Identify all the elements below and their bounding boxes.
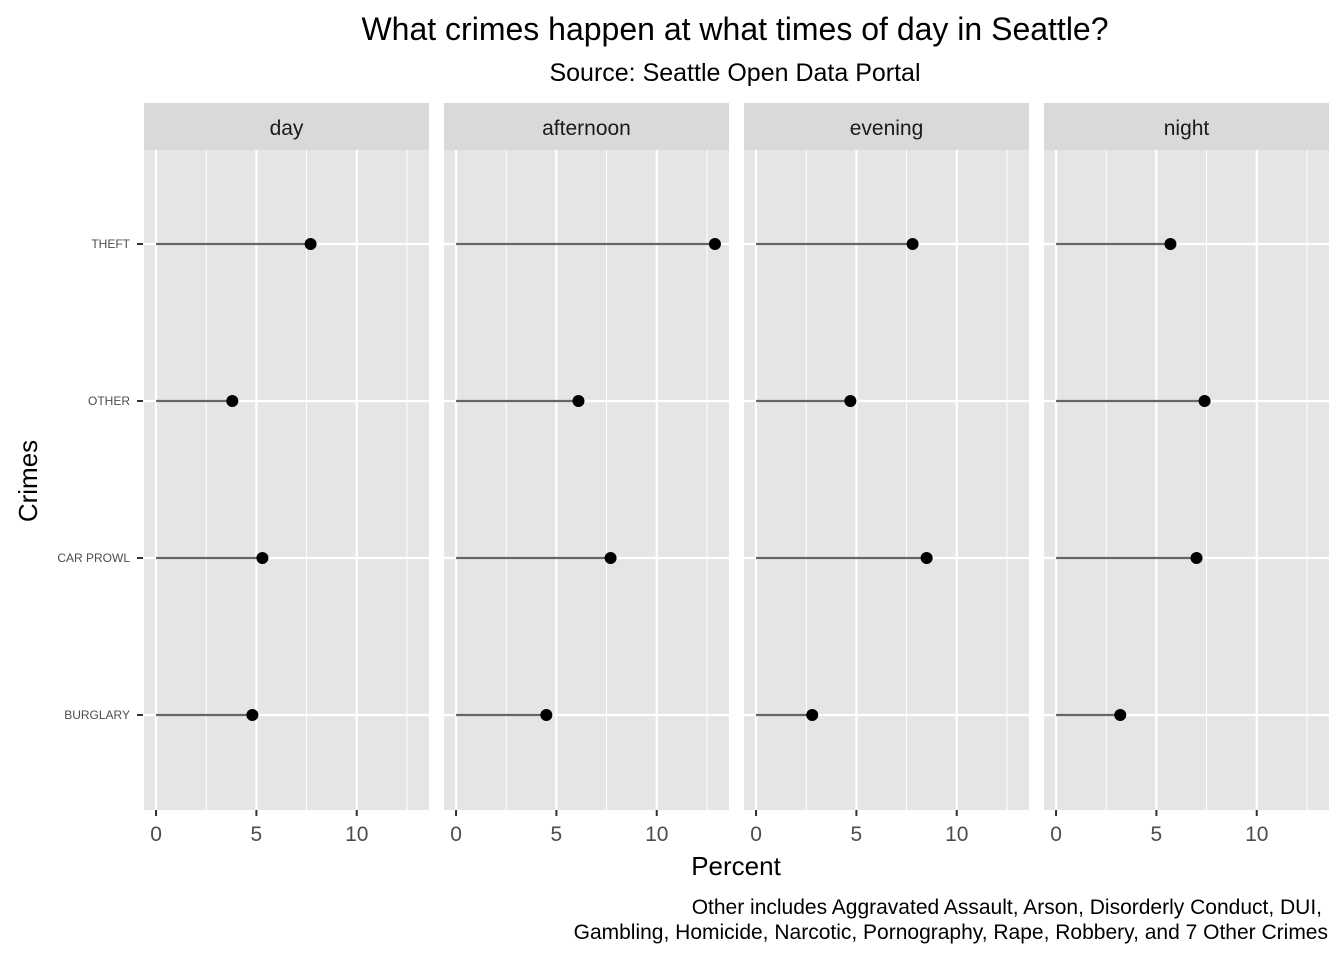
lollipop-point-day-car-prowl [256,552,269,564]
y-tick-label-car-prowl: CAR PROWL [57,551,130,565]
panel-background [744,150,1029,810]
x-tick-label: 10 [345,823,368,846]
facet-strip-label: afternoon [542,117,631,140]
chart-subtitle: Source: Seattle Open Data Portal [549,59,920,87]
lollipop-point-night-car-prowl [1190,552,1203,564]
lollipop-point-evening-other [844,395,857,407]
x-tick-label: 10 [1245,823,1268,846]
facet-strip [1044,103,1329,150]
lollipop-point-evening-burglary [806,709,819,721]
y-tick-label-other: OTHER [88,394,130,408]
facet-strip [144,103,429,150]
facet-strip [744,103,1029,150]
lollipop-point-evening-theft [906,238,919,250]
y-tick-label-burglary: BURGLARY [64,708,130,722]
x-tick-label: 0 [750,823,762,846]
lollipop-point-afternoon-other [572,395,585,407]
lollipop-point-day-burglary [246,709,259,721]
lollipop-point-afternoon-theft [708,238,721,250]
facet-panel-evening: evening 0 5 10 [744,103,1029,846]
lollipop-point-evening-car-prowl [920,552,933,564]
lollipop-point-afternoon-car-prowl [604,552,617,564]
x-tick-label: 0 [450,823,462,846]
x-tick-label: 0 [1050,823,1062,846]
facet-panel-afternoon: afternoon 0 5 10 [444,103,729,846]
y-tick-label-theft: THEFT [91,237,130,251]
caption-line-1: Other includes Aggravated Assault, Arson… [692,896,1322,919]
panel-background [144,150,429,810]
x-tick-label: 10 [945,823,968,846]
x-tick-label: 0 [150,823,162,846]
x-tick-label: 5 [251,823,263,846]
x-axis-title: Percent [691,851,781,881]
lollipop-point-day-other [226,395,239,407]
facet-panel-day: day 0 5 10 [144,103,429,846]
x-tick-label: 5 [851,823,863,846]
caption-line-2: Gambling, Homicide, Narcotic, Pornograph… [574,921,1328,944]
facet-strip-label: night [1164,117,1210,140]
facet-strip-label: day [270,117,304,140]
lollipop-point-day-theft [304,238,317,250]
chart-title: What crimes happen at what times of day … [361,11,1108,47]
x-tick-label: 5 [551,823,563,846]
lollipop-point-afternoon-burglary [540,709,553,721]
y-axis-title: Crimes [13,440,43,522]
x-tick-label: 10 [645,823,668,846]
panel-background [444,150,729,810]
facet-strip [444,103,729,150]
lollipop-point-night-theft [1164,238,1177,250]
x-tick-label: 5 [1151,823,1163,846]
lollipop-point-night-other [1198,395,1211,407]
lollipop-point-night-burglary [1114,709,1127,721]
facet-strip-label: evening [850,117,924,140]
panel-background [1044,150,1329,810]
facet-panel-night: night 0 5 10 [1044,103,1329,846]
